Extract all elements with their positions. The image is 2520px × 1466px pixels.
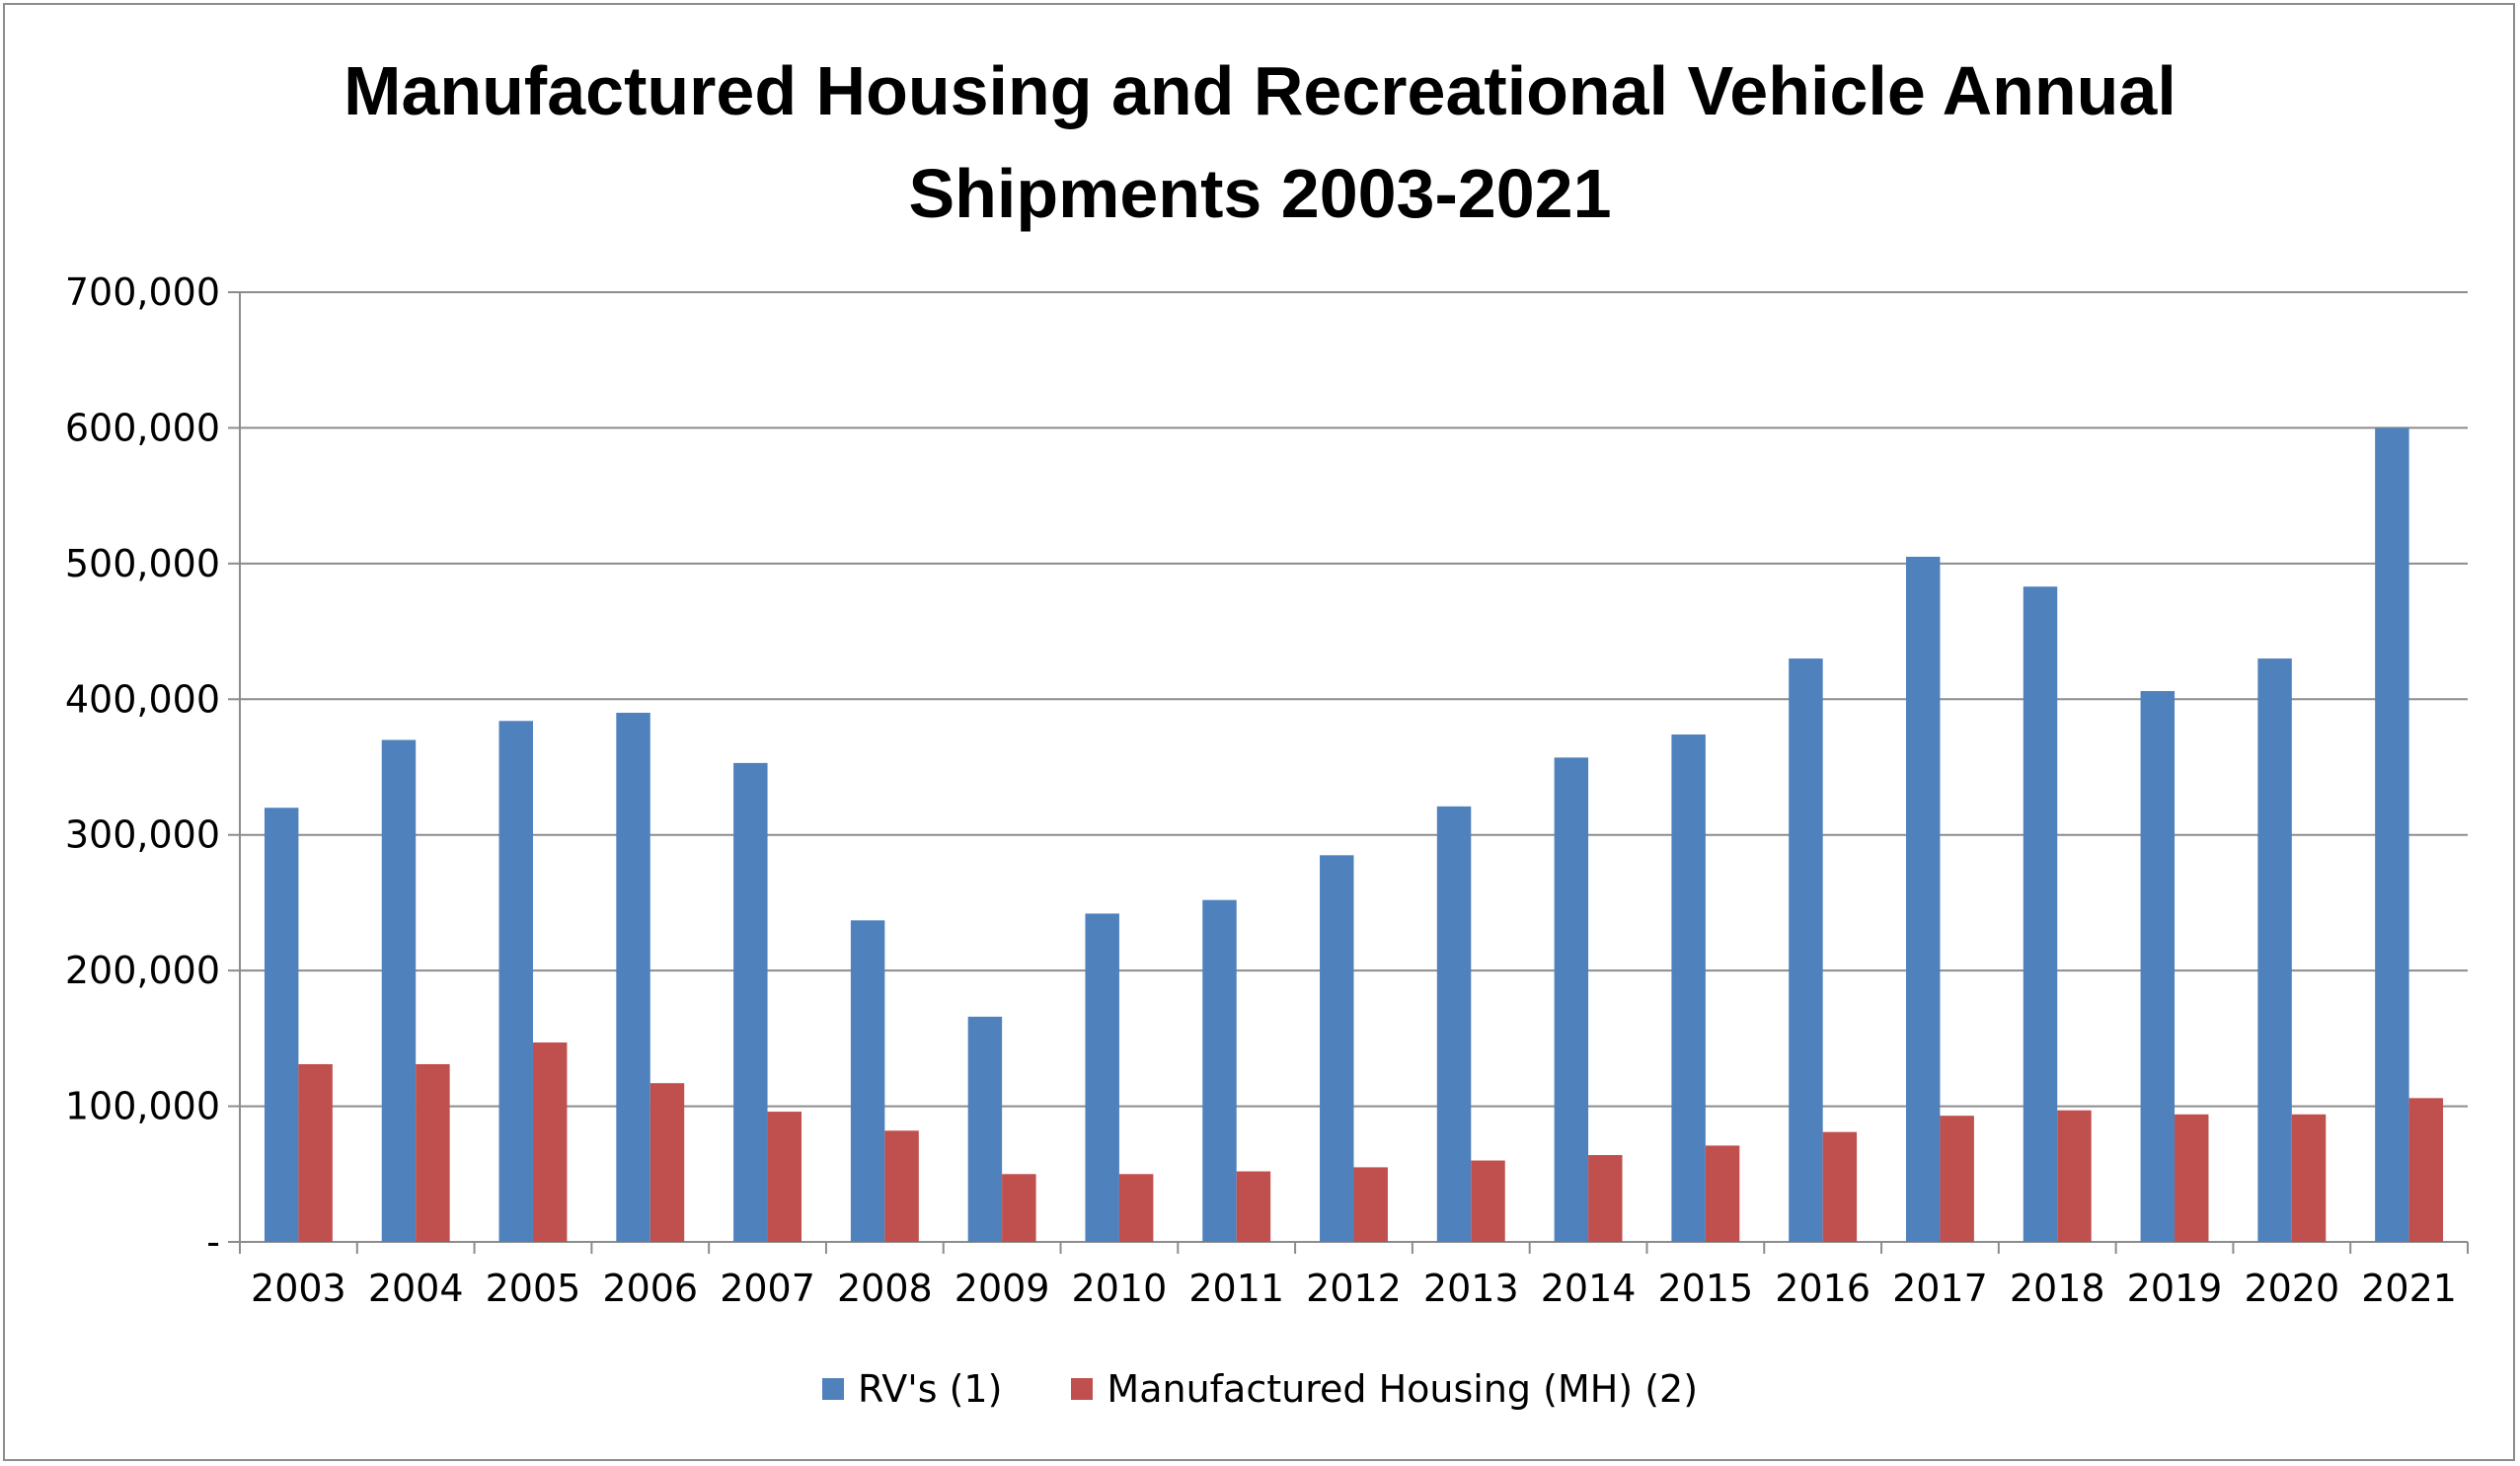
bar-mh	[884, 1130, 919, 1242]
bar-rvs	[1085, 913, 1119, 1242]
legend-swatch-mh	[1071, 1378, 1094, 1400]
x-tick-label: 2015	[1658, 1267, 1754, 1310]
bar-mh	[1705, 1145, 1740, 1242]
x-tick-label: 2010	[1072, 1267, 1168, 1310]
bar-rvs	[1436, 806, 1472, 1242]
bar-mh	[2408, 1098, 2444, 1242]
x-tick-label: 2006	[602, 1267, 698, 1310]
y-tick-label: 700,000	[65, 270, 220, 314]
y-tick-label: 300,000	[65, 813, 220, 857]
y-tick-label: 400,000	[65, 677, 220, 721]
bar-mh	[1940, 1116, 1974, 1242]
bar-rvs	[850, 920, 885, 1242]
chart-title-line-1: Manufactured Housing and Recreational Ve…	[344, 52, 2176, 129]
x-tick-label: 2018	[2010, 1267, 2105, 1310]
bar-mh	[1822, 1131, 1858, 1242]
x-tick-label: 2005	[486, 1267, 581, 1310]
x-tick-label: 2021	[2361, 1267, 2457, 1310]
bar-rvs	[381, 739, 417, 1242]
x-tick-label: 2007	[720, 1267, 815, 1310]
bar-rvs	[967, 1016, 1003, 1242]
x-tick-label: 2003	[251, 1267, 346, 1310]
bar-mh	[1471, 1160, 1505, 1242]
x-tick-label: 2009	[955, 1267, 1050, 1310]
bar-rvs	[616, 713, 650, 1242]
y-tick-label: -	[206, 1220, 220, 1264]
legend-item-mh: Manufactured Housing (MH) (2)	[1071, 1367, 1698, 1411]
y-tick-label: 100,000	[65, 1085, 220, 1128]
bar-mh	[2057, 1110, 2092, 1242]
bar-mh	[2291, 1114, 2327, 1242]
bar-rvs	[2023, 586, 2058, 1242]
x-tick-label: 2008	[837, 1267, 933, 1310]
x-tick-label: 2012	[1306, 1267, 1402, 1310]
x-tick-label: 2011	[1188, 1267, 1284, 1310]
x-tick-label: 2013	[1423, 1267, 1519, 1310]
legend: RV's (1) Manufactured Housing (MH) (2)	[0, 1367, 2520, 1411]
y-tick-label: 500,000	[65, 542, 220, 585]
legend-swatch-rvs	[821, 1378, 844, 1400]
legend-label-mh: Manufactured Housing (MH) (2)	[1107, 1367, 1699, 1411]
x-tick-label: 2019	[2127, 1267, 2223, 1310]
bar-rvs	[1554, 757, 1589, 1242]
legend-label-rvs: RV's (1)	[857, 1367, 1003, 1411]
bar-mh	[649, 1083, 685, 1242]
chart-title-line-2: Shipments 2003-2021	[908, 155, 1612, 232]
bar-mh	[1588, 1155, 1623, 1242]
x-tick-label: 2014	[1541, 1267, 1637, 1310]
bar-rvs	[733, 762, 768, 1242]
bar-mh	[767, 1112, 802, 1242]
bar-mh	[1118, 1174, 1154, 1242]
bar-mh	[1236, 1171, 1271, 1242]
chart-title: Manufactured Housing and Recreational Ve…	[0, 39, 2520, 245]
bar-mh	[532, 1042, 568, 1242]
bar-mh	[298, 1063, 333, 1242]
bar-mh	[2175, 1114, 2209, 1242]
bar-rvs	[2257, 658, 2292, 1242]
bar-rvs	[1671, 734, 1706, 1242]
bar-mh	[1353, 1167, 1388, 1242]
x-tick-label: 2017	[1892, 1267, 1988, 1310]
bar-rvs	[1789, 658, 1823, 1242]
x-tick-label: 2004	[368, 1267, 464, 1310]
bar-rvs	[1202, 899, 1237, 1242]
bar-rvs	[264, 808, 299, 1242]
bar-mh	[1002, 1174, 1036, 1242]
bar-rvs	[1905, 556, 1941, 1242]
bar-rvs	[498, 721, 533, 1242]
y-tick-label: 600,000	[65, 406, 220, 449]
x-tick-label: 2020	[2244, 1267, 2339, 1310]
bar-rvs	[2140, 691, 2176, 1242]
x-tick-label: 2016	[1775, 1267, 1871, 1310]
bar-rvs	[1320, 855, 1354, 1242]
bar-rvs	[2375, 427, 2409, 1242]
legend-item-rvs: RV's (1)	[821, 1367, 1003, 1411]
bar-mh	[416, 1063, 450, 1242]
y-tick-label: 200,000	[65, 949, 220, 992]
